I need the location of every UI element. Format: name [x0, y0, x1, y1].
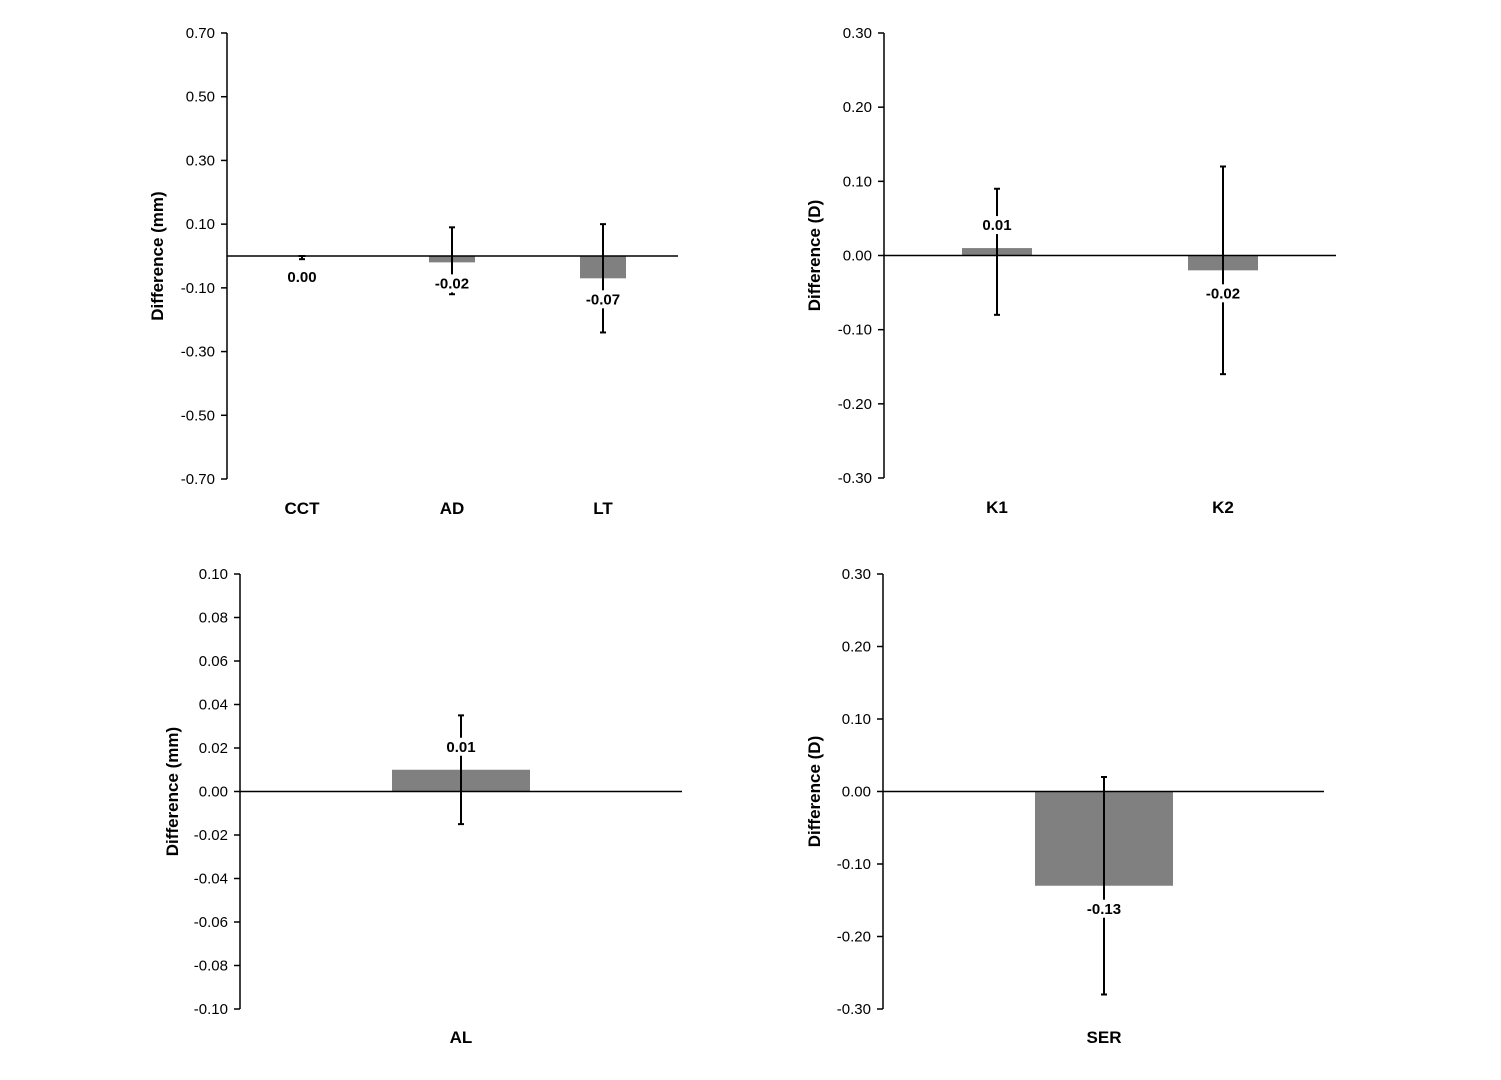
- value-label-backing: [1082, 899, 1126, 918]
- y-tick-label: 0.10: [186, 216, 215, 233]
- y-tick-label: 0.50: [186, 89, 215, 106]
- y-tick-label: -0.08: [194, 958, 228, 975]
- chart-panel-1: 0.70 0.50 0.30 0.10 -0.10 -0.30 -0.50 -0.70 Diff…: [148, 25, 678, 518]
- y-tick-label: -0.50: [181, 407, 215, 424]
- value-label-backing: [581, 290, 625, 309]
- value-label-ser: -0.13: [1087, 901, 1121, 918]
- y-tick-label: -0.10: [837, 856, 871, 873]
- chart-panel-2: 0.30 0.20 0.10 0.00 -0.10 -0.20 -0.30 Differenc…: [805, 25, 1336, 517]
- category-label-al: AL: [450, 1028, 473, 1047]
- y-tick-label: 0.20: [843, 99, 872, 116]
- y-tick-label: -0.20: [837, 929, 871, 946]
- y-tick-label: -0.04: [194, 871, 228, 888]
- y-tick-label: 0.10: [199, 566, 228, 583]
- y-tick-label: 0.10: [842, 711, 871, 728]
- chart-panel-4: 0.30 0.20 0.10 0.00 -0.10 -0.20 -0.30 Differenc…: [805, 566, 1324, 1047]
- y-tick-label: -0.02: [194, 827, 228, 844]
- y-tick-label: -0.30: [838, 470, 872, 487]
- y-tick-label: -0.20: [838, 396, 872, 413]
- value-label-backing: [439, 737, 483, 756]
- y-axis-title: Difference (D): [805, 200, 824, 311]
- value-label-ad: -0.02: [435, 275, 469, 292]
- y-tick-label: -0.30: [837, 1001, 871, 1018]
- value-label-al: 0.01: [446, 739, 475, 756]
- y-tick-label: 0.20: [842, 639, 871, 656]
- category-label-cct: CCT: [285, 499, 321, 518]
- y-tick-label: 0.30: [186, 152, 215, 169]
- y-tick-label: 0.02: [199, 740, 228, 757]
- value-label-backing: [280, 268, 324, 286]
- chart-panel-3: 0.10 0.08 0.06 0.04 0.02 0.00 -0.02 -0.04 -0.06 -…: [163, 566, 682, 1047]
- category-label-ser: SER: [1087, 1028, 1122, 1047]
- y-axis-title: Difference (mm): [148, 191, 167, 320]
- y-tick-label: 0.10: [843, 173, 872, 190]
- y-tick-label: 0.00: [842, 784, 871, 801]
- y-tick-label: 0.30: [842, 566, 871, 583]
- y-tick-label: 0.70: [186, 25, 215, 42]
- value-label-cct: 0.00: [287, 269, 316, 286]
- y-tick-label: -0.70: [181, 471, 215, 488]
- y-tick-label: 0.08: [199, 610, 228, 627]
- y-axis-title: Difference (D): [805, 736, 824, 847]
- value-label-backing: [430, 274, 474, 293]
- value-label-k1: 0.01: [982, 217, 1011, 234]
- y-tick-label: -0.10: [181, 280, 215, 297]
- category-label-lt: LT: [593, 499, 613, 518]
- y-tick-label: 0.04: [199, 697, 228, 714]
- y-tick-label: 0.00: [199, 784, 228, 801]
- y-tick-label: 0.30: [843, 25, 872, 42]
- category-label-ad: AD: [440, 499, 465, 518]
- value-label-k2: -0.02: [1206, 285, 1240, 302]
- y-tick-label: 0.00: [843, 248, 872, 265]
- y-tick-label: 0.06: [199, 653, 228, 670]
- category-label-k2: K2: [1212, 498, 1234, 517]
- y-tick-label: -0.10: [194, 1001, 228, 1018]
- y-tick-label: -0.06: [194, 914, 228, 931]
- value-label-backing: [1201, 284, 1245, 303]
- value-label-lt: -0.07: [586, 291, 620, 308]
- value-label-backing: [975, 216, 1019, 235]
- y-tick-label: -0.10: [838, 322, 872, 339]
- category-label-k1: K1: [986, 498, 1008, 517]
- y-axis-title: Difference (mm): [163, 727, 182, 856]
- y-tick-label: -0.30: [181, 344, 215, 361]
